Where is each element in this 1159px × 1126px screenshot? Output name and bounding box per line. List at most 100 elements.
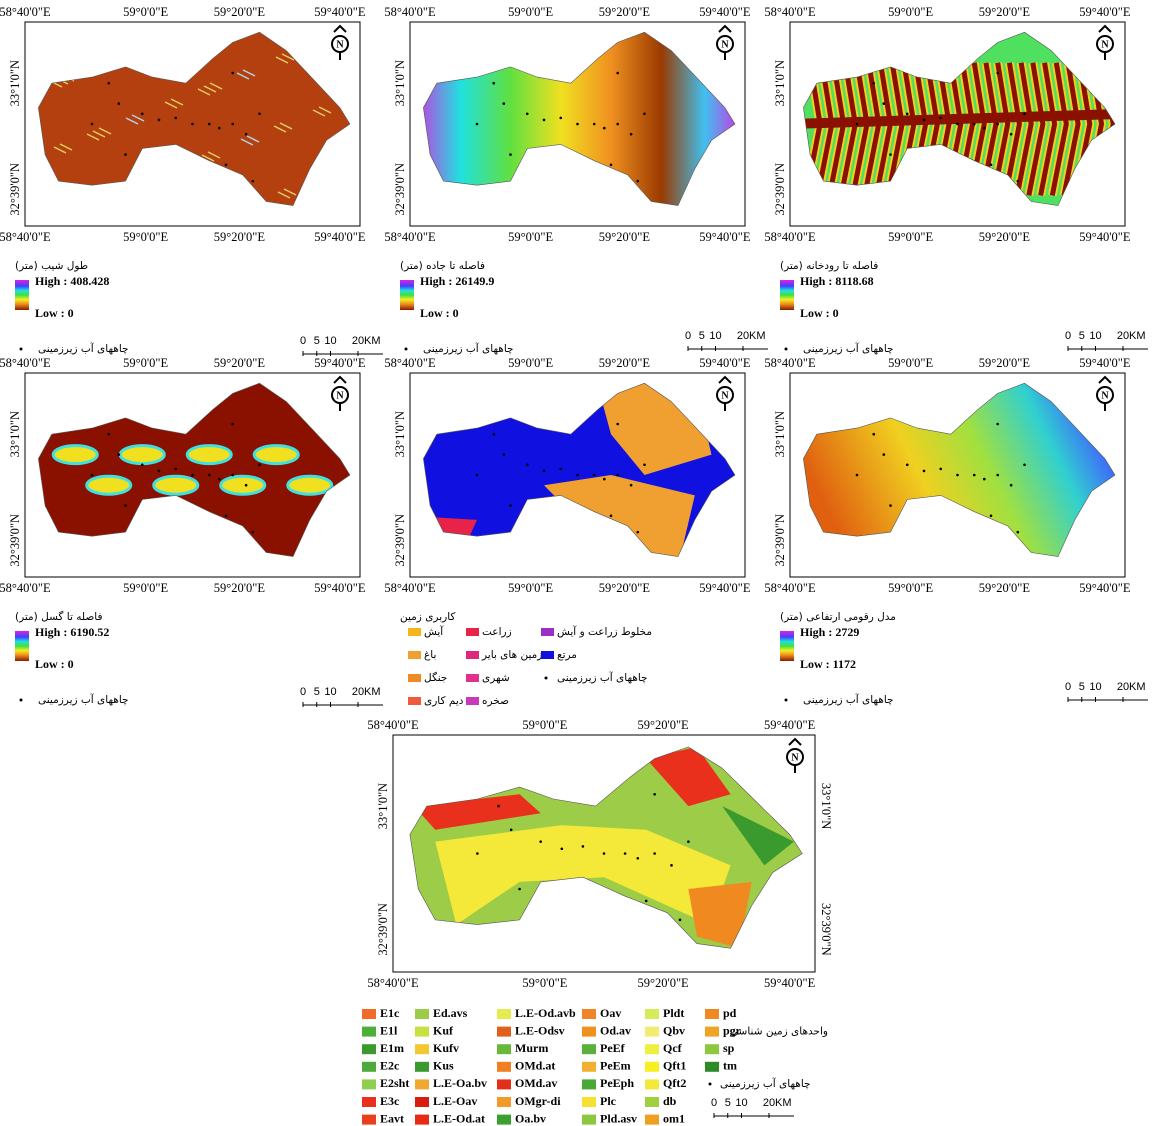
legend-high: High : 6190.52 [35,625,109,639]
well-point [624,852,627,855]
well-point [973,123,976,126]
legend-swatch [582,1009,596,1019]
legend-label: L.E-Od.avb [515,1006,576,1020]
legend-swatch [415,1097,429,1107]
well-point [107,82,110,85]
x-coordinate-label: 59°0'0"E [508,230,553,244]
well-point [141,464,144,467]
well-point [258,464,261,467]
x-coordinate-label: 59°40'0"E [314,5,366,19]
legend-swatch [408,674,421,682]
scale-unit: KM [775,1097,792,1109]
well-point [509,153,512,156]
legend-label: Qft2 [663,1076,686,1090]
well-point [856,474,859,477]
x-coordinate-label: 59°20'0"E [599,581,651,595]
scale-unit: KM [364,686,381,698]
scale-label: 0 [300,686,306,698]
legend-low: Low : 0 [35,657,74,671]
legend-ramp [780,280,794,310]
x-coordinate-label: 59°20'0"E [214,356,266,370]
well-point [218,127,221,130]
legend-label: om1 [663,1111,685,1125]
legend-label: Eavt [380,1111,404,1125]
well-point [1023,113,1026,116]
legend-low: Low : 1172 [800,657,856,671]
scale-label: 10 [1089,681,1101,693]
well-point [872,433,875,436]
well-point [616,423,619,426]
legend-label: E1l [380,1023,398,1037]
well-point [883,102,886,105]
legend-label: دیم کاری [424,695,464,707]
legend-swatch [645,1115,659,1125]
well-point [923,470,926,473]
scale-label: 20 [352,335,364,347]
well-point [616,123,619,126]
legend-swatch [415,1079,429,1089]
legend-label: باغ [424,649,436,661]
legend-label: PeEm [600,1059,631,1073]
scale-label: 20 [763,1097,775,1109]
legend-label: PeEph [600,1076,634,1090]
legend-label: L.E-Od.at [433,1111,485,1125]
x-coordinate-label: 58°40'0"E [764,356,816,370]
y-coordinate-label: 32°39'0"N [8,163,22,216]
legend-label: زمین های بایر [481,649,542,661]
well-point [231,474,234,477]
legend-label: Plc [600,1094,617,1108]
well-point [939,468,942,471]
scale-label: 5 [314,686,320,698]
well-point [225,515,228,518]
legend-high: High : 26149.9 [420,274,494,288]
well-point [509,504,512,507]
x-coordinate-label: 59°20'0"E [599,5,651,19]
north-label: N [1101,39,1109,50]
legend-well [20,699,23,702]
legend-label: E3c [380,1094,400,1108]
well-point [593,123,596,126]
well-point [983,478,986,481]
y-coordinate-label: 33°1'0"N [819,783,833,829]
well-point [107,433,110,436]
well-point [526,113,529,116]
y-coordinate-label: 32°39'0"N [8,514,22,567]
well-point [91,474,94,477]
well-point [906,464,909,467]
x-coordinate-label: 59°40'0"E [699,230,751,244]
well-point [561,847,564,850]
legend-label: مخلوط زراعت و آیش [557,625,652,638]
legend-swatch [645,1027,659,1037]
legend-label: db [663,1094,677,1108]
y-coordinate-label: 32°39'0"N [393,163,407,216]
well-point [889,153,892,156]
well-point [630,484,633,487]
legend-swatch [497,1044,511,1054]
legend-label: Pld.asv [600,1111,637,1125]
x-coordinate-label: 59°20'0"E [979,5,1031,19]
legend-ramp [780,631,794,661]
legend-label: E2sht [380,1076,409,1090]
legend-swatch [541,628,554,636]
legend-label: Oav [600,1006,621,1020]
legend-label: جنگل [424,671,447,684]
well-point [637,531,640,534]
legend-swatch [362,1044,376,1054]
x-coordinate-label: 59°20'0"E [979,230,1031,244]
legend-label: Pldt [663,1006,684,1020]
scale-label: 20 [737,330,749,342]
well-point [559,468,562,471]
legend-label: صخره [482,695,509,707]
legend-ramp [15,280,29,310]
legend-label: OMgr-di [515,1094,561,1108]
well-point [543,119,546,122]
scale-unit: KM [749,330,766,342]
well-point [476,852,479,855]
legend-ramp [15,631,29,661]
x-coordinate-label: 59°40'0"E [699,581,751,595]
legend-label: Oa.bv [515,1111,546,1125]
x-coordinate-label: 59°40'0"E [1079,356,1131,370]
x-coordinate-label: 58°40'0"E [384,581,436,595]
well-point [883,453,886,456]
legend-label: OMd.at [515,1059,555,1073]
